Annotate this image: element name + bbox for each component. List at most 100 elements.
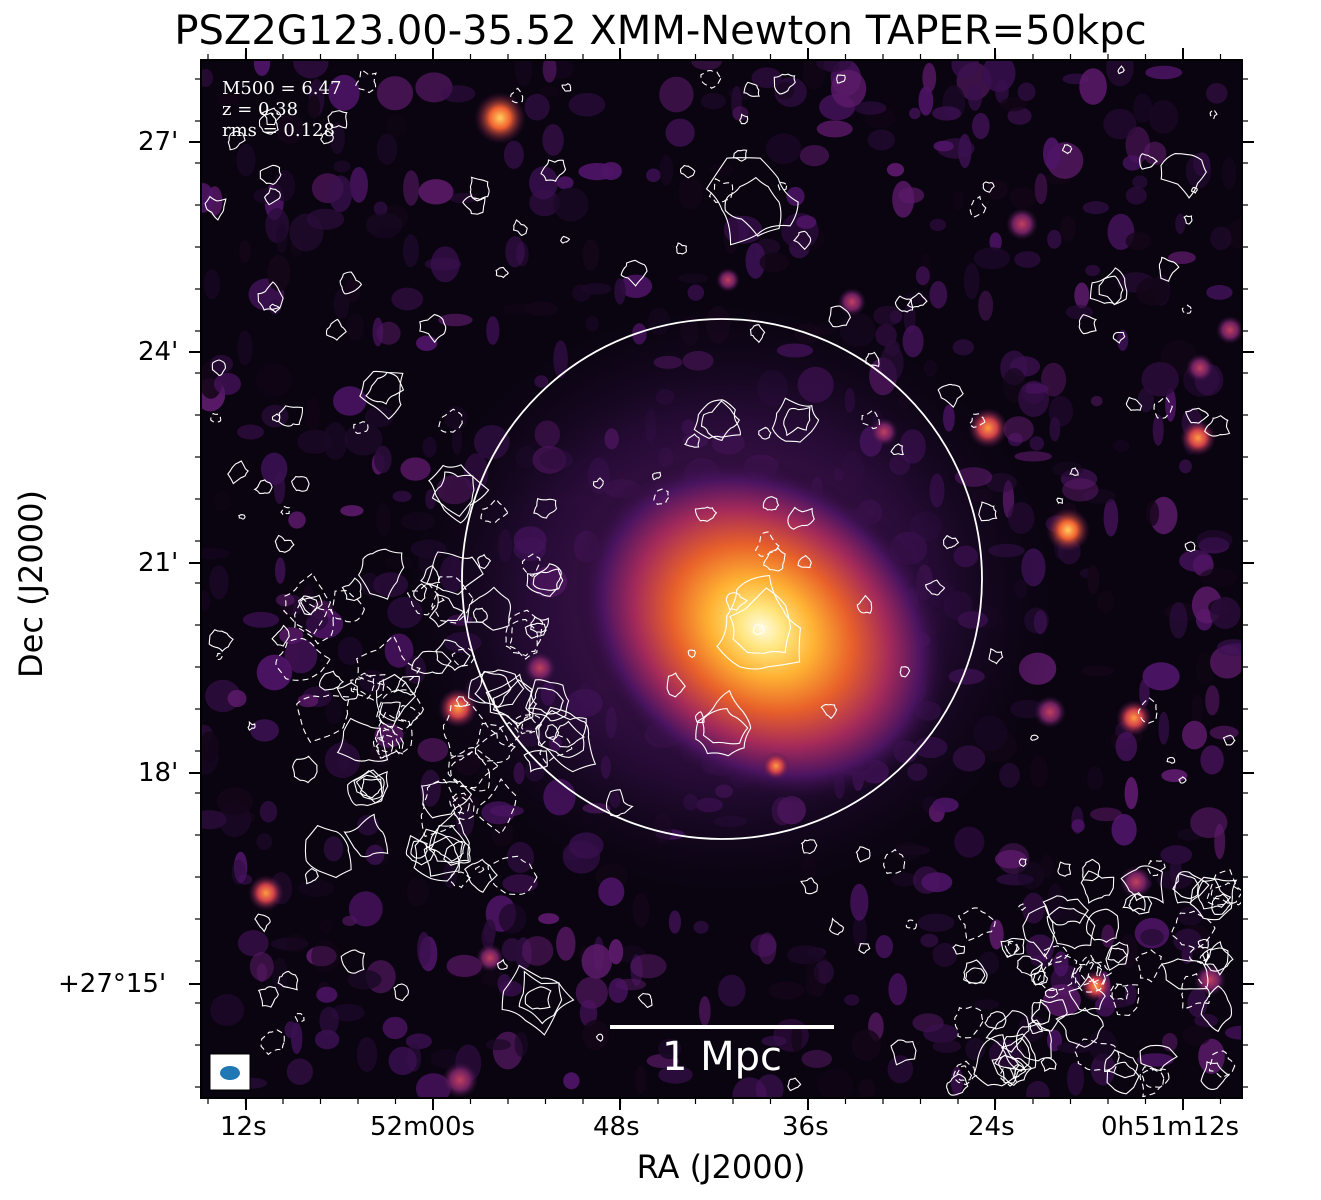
contour-line (474, 670, 512, 708)
xray-noise-layer (201, 60, 1242, 1098)
contour-line (1000, 1037, 1031, 1072)
contour-line (420, 779, 463, 838)
contour-line (431, 576, 474, 624)
contour-line (257, 281, 284, 311)
contour-line (350, 674, 376, 700)
contour-line (724, 176, 782, 237)
contour-line (1073, 1038, 1120, 1073)
contour-line (593, 477, 605, 489)
contour-line (687, 649, 697, 659)
contour-line (521, 553, 541, 577)
contour-line (800, 839, 818, 855)
contour-line (451, 647, 476, 668)
contour-line (695, 689, 752, 757)
contour-line (957, 907, 996, 942)
contour-line (376, 689, 425, 730)
scalebar-label: 1 Mpc (661, 1034, 783, 1080)
y-tick-label: 27' (138, 127, 179, 157)
contour-line (294, 597, 334, 645)
contour-line (890, 443, 904, 456)
contour-line (395, 675, 420, 696)
contour-line (450, 750, 490, 792)
contour-line (701, 708, 749, 745)
point-source (1046, 508, 1090, 552)
contour-line (860, 408, 881, 430)
contour-line (666, 672, 686, 698)
contour-line (1158, 256, 1180, 282)
contour-line (595, 1033, 604, 1042)
contour-line (1208, 1050, 1236, 1079)
contour-line (1030, 963, 1048, 986)
contour-line (1055, 1007, 1104, 1048)
contour-line (1044, 987, 1059, 999)
contour-line (1189, 945, 1210, 964)
contour-line (964, 967, 986, 984)
contour-line (1125, 396, 1143, 412)
contour-line (1185, 407, 1210, 424)
contour-line (521, 716, 541, 733)
contour-line (259, 164, 282, 186)
contour-line (406, 582, 445, 616)
contour-line (1190, 876, 1238, 921)
y-tick-label: +27°15' (58, 969, 167, 999)
contour-line (1112, 331, 1126, 344)
contour-line (527, 687, 564, 715)
contour-line (739, 113, 749, 125)
contour-line (943, 534, 960, 550)
y-tick-label: 18' (138, 758, 179, 788)
contour-line (431, 471, 475, 518)
contour-line (327, 110, 348, 129)
contour-line (800, 877, 818, 895)
contour-line (946, 1073, 969, 1096)
contour-line (442, 703, 498, 757)
contour-line (1204, 947, 1229, 976)
point-source (716, 268, 740, 292)
contour-line (683, 433, 700, 448)
contour-line (1031, 1001, 1051, 1025)
contour-line (1138, 696, 1158, 724)
contour-line (1172, 872, 1199, 899)
contour-line (1170, 910, 1216, 949)
radio-contours (204, 65, 1242, 1098)
contour-line (1117, 65, 1126, 75)
contour-line (924, 579, 946, 596)
contour-line (353, 421, 369, 434)
contour-line (1139, 1044, 1178, 1072)
contour-line (906, 292, 928, 309)
contour-line (754, 531, 780, 557)
contour-line (890, 1039, 917, 1066)
contour-line (533, 497, 558, 519)
x-tick-label: 52m00s (370, 1112, 476, 1142)
contour-line (209, 412, 222, 423)
contour-line (1072, 954, 1102, 987)
point-source (1186, 354, 1214, 382)
contour-line (998, 1054, 1026, 1084)
contour-line (1199, 952, 1209, 962)
contour-line (758, 426, 772, 440)
contour-line (1009, 1064, 1027, 1080)
contour-line (1153, 396, 1173, 419)
contour-line (905, 919, 918, 931)
contour-line (496, 721, 521, 748)
point-source (870, 418, 898, 446)
contour-line (526, 563, 562, 597)
contour-line (375, 711, 413, 756)
contour-line (1098, 275, 1124, 306)
contour-line (263, 187, 281, 206)
contour-line (292, 755, 318, 784)
x-axis-label: RA (J2000) (636, 1148, 806, 1186)
contour-line (359, 778, 383, 799)
contour-line (653, 488, 670, 506)
contour-line (828, 305, 851, 328)
plot-title: PSZ2G123.00-35.52 XMM-Newton TAPER=50kpc (174, 8, 1147, 54)
y-tick-label: 21' (138, 548, 179, 578)
contour-line (1120, 865, 1164, 904)
contour-line (347, 770, 383, 807)
contour-line (1032, 970, 1046, 986)
contour-line (476, 777, 517, 835)
contour-line (211, 359, 226, 377)
contour-line (283, 572, 332, 636)
contour-line (340, 949, 366, 974)
contour-line (856, 594, 873, 614)
